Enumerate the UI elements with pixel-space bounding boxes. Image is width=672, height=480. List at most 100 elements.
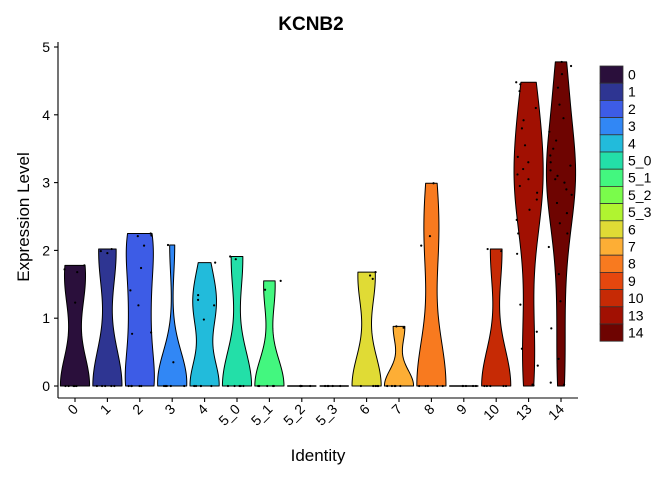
legend-item-5_2: 5_2 [599, 185, 652, 204]
data-point [527, 178, 530, 181]
violin-group-8 [416, 182, 447, 388]
x-axis: 0 1 2 3 4 5_0 5_1 5_2 5_3 6 7 8 9 10 13 14 [58, 397, 578, 429]
data-point [214, 261, 217, 264]
legend-item-10: 10 [599, 289, 644, 308]
x-tick-label: 5_1 [248, 401, 276, 429]
legend-label: 5_2 [628, 187, 652, 203]
data-point [464, 384, 468, 388]
data-point [139, 266, 143, 270]
data-point [569, 164, 572, 167]
legend-swatch [599, 100, 624, 119]
x-tick-label: 10 [480, 401, 502, 423]
data-point [550, 327, 553, 330]
y-tick-label: 2 [42, 242, 50, 258]
data-point [523, 144, 527, 147]
data-point [331, 384, 334, 388]
data-point [489, 384, 492, 388]
legend-label: 5_1 [628, 170, 652, 186]
x-tick-label: 5_2 [280, 401, 308, 429]
data-point [418, 384, 421, 388]
data-point [202, 318, 205, 321]
data-point [323, 384, 327, 388]
data-point [110, 247, 113, 251]
data-point [339, 384, 342, 388]
data-point [113, 384, 116, 388]
x-tick-label: 5_0 [215, 401, 243, 429]
legend-swatch [599, 134, 624, 153]
data-point [150, 234, 153, 237]
data-point [515, 81, 518, 84]
data-point [504, 384, 508, 388]
data-point [374, 271, 377, 274]
legend-item-14: 14 [599, 323, 644, 342]
data-point [299, 384, 302, 388]
data-point [242, 384, 245, 388]
data-point [63, 268, 66, 271]
legend-item-4: 4 [599, 134, 636, 153]
data-point [140, 384, 143, 388]
data-point [104, 384, 107, 388]
data-point [76, 271, 79, 274]
x-tick-label: 8 [421, 401, 438, 418]
data-point [426, 384, 430, 388]
data-point [149, 232, 152, 235]
data-point [560, 73, 564, 76]
data-point [131, 332, 134, 335]
data-point [199, 384, 202, 388]
data-point [517, 232, 520, 235]
violin-shape [545, 61, 577, 387]
legend-swatch [599, 289, 624, 308]
data-point [390, 384, 394, 388]
violin-shape [92, 248, 123, 387]
data-point [99, 249, 102, 253]
data-point [142, 244, 146, 247]
data-point [522, 119, 525, 122]
data-point [197, 294, 200, 297]
violin-group-10 [481, 247, 512, 388]
data-point [386, 384, 389, 388]
data-point [536, 364, 539, 367]
data-point [474, 384, 478, 388]
x-tick-label: 6 [356, 401, 373, 418]
data-point [166, 243, 170, 247]
y-axis-label: Expression Level [14, 152, 33, 281]
data-point [172, 361, 175, 364]
data-point [527, 161, 530, 164]
violin-group-5_3 [319, 384, 349, 388]
data-point [557, 357, 560, 360]
data-point [74, 301, 77, 304]
data-point [376, 384, 379, 388]
x-tick-label: 7 [388, 401, 405, 418]
violin-group-13 [513, 81, 544, 387]
data-point [266, 384, 269, 388]
legend-label: 13 [628, 307, 644, 323]
data-point [563, 181, 566, 184]
data-point [194, 384, 198, 388]
data-point [169, 384, 172, 388]
legend-label: 10 [628, 290, 644, 306]
x-tick-label: 14 [545, 401, 567, 423]
data-point [239, 384, 242, 388]
data-point [75, 384, 78, 388]
data-point [549, 161, 552, 164]
legend-label: 4 [628, 135, 636, 151]
data-point [183, 384, 186, 388]
data-point [64, 384, 67, 388]
legend-item-1: 1 [599, 82, 636, 101]
violin-shape [481, 248, 512, 387]
data-point [402, 326, 405, 329]
data-point [519, 303, 522, 306]
violin-group-4 [189, 261, 220, 388]
legend-item-6: 6 [599, 220, 636, 239]
legend-swatch [599, 117, 624, 136]
data-point [566, 232, 569, 235]
data-point [515, 218, 518, 221]
violin-group-2 [124, 232, 155, 388]
violin-group-1 [92, 247, 123, 388]
data-point [520, 127, 524, 130]
legend-swatch [599, 220, 624, 239]
legend-label: 5_3 [628, 204, 652, 220]
legend-swatch [599, 271, 624, 290]
